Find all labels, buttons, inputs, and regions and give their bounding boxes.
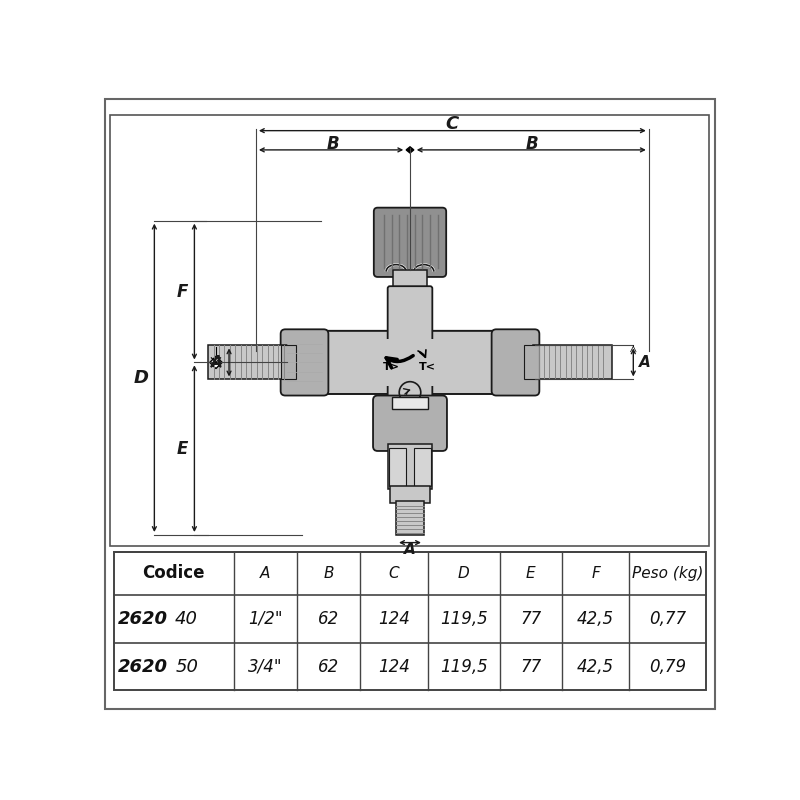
Text: 42,5: 42,5 [577,658,614,675]
Text: 0,77: 0,77 [650,610,686,628]
FancyBboxPatch shape [393,270,427,287]
FancyBboxPatch shape [208,346,287,379]
Text: 42,5: 42,5 [577,610,614,628]
Text: B: B [326,134,339,153]
FancyBboxPatch shape [396,501,424,535]
Text: B: B [526,134,538,153]
Text: 62: 62 [318,610,339,628]
Text: 62: 62 [318,658,339,675]
Text: F: F [591,566,600,581]
FancyBboxPatch shape [373,395,447,451]
FancyBboxPatch shape [534,346,612,379]
FancyBboxPatch shape [390,448,406,486]
Text: A: A [260,566,270,581]
Text: C: C [446,115,459,134]
Text: 1/2": 1/2" [248,610,282,628]
FancyBboxPatch shape [388,286,432,430]
FancyBboxPatch shape [314,331,506,394]
Text: 3/4": 3/4" [248,658,282,675]
Text: 50: 50 [175,658,198,675]
Text: 77: 77 [520,610,542,628]
Text: D: D [458,566,470,581]
Text: 119,5: 119,5 [440,610,488,628]
Text: E: E [526,566,536,581]
FancyBboxPatch shape [390,486,430,502]
FancyBboxPatch shape [374,208,446,277]
FancyBboxPatch shape [281,346,296,379]
Text: T>: T> [383,362,400,372]
Text: Peso (kg): Peso (kg) [632,566,704,581]
FancyBboxPatch shape [322,338,498,386]
Text: Codice: Codice [142,565,205,582]
FancyBboxPatch shape [281,330,328,395]
Text: 0,79: 0,79 [650,658,686,675]
Text: B: B [323,566,334,581]
FancyBboxPatch shape [492,330,539,395]
Polygon shape [406,147,414,153]
Text: 124: 124 [378,610,410,628]
FancyBboxPatch shape [110,115,709,546]
Text: E: E [177,440,188,458]
FancyBboxPatch shape [524,346,539,379]
FancyBboxPatch shape [392,397,428,410]
FancyBboxPatch shape [414,448,430,486]
Text: 124: 124 [378,658,410,675]
Text: 77: 77 [520,658,542,675]
Text: 40: 40 [175,610,198,628]
Text: A: A [404,542,416,557]
Text: D: D [133,369,148,387]
Text: F: F [177,282,188,301]
FancyBboxPatch shape [114,552,706,690]
Text: 2620: 2620 [118,658,167,675]
Text: A: A [211,355,223,370]
Text: 2620: 2620 [118,610,167,628]
Polygon shape [210,356,222,369]
Text: A: A [639,355,651,370]
Text: T<: T< [418,362,435,372]
Text: 119,5: 119,5 [440,658,488,675]
FancyBboxPatch shape [388,444,432,489]
Text: C: C [389,566,399,581]
FancyBboxPatch shape [105,99,715,709]
